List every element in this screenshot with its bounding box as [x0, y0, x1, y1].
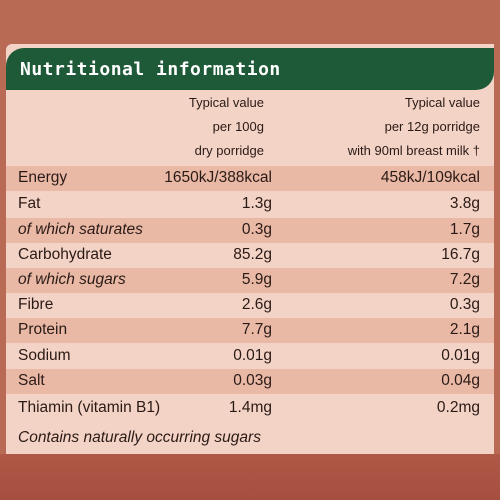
row-label: of which saturates: [18, 221, 143, 238]
value-per-100g: 0.3g: [241, 221, 272, 238]
table-row-salt: Salt 0.03g 0.04g: [6, 369, 494, 394]
value-per-100g: 0.01g: [233, 347, 272, 364]
footer-text: Contains naturally occurring sugars: [18, 429, 261, 446]
column-header-line: per 100g: [212, 119, 264, 134]
table-row-fibre: Fibre 2.6g 0.3g: [6, 293, 494, 318]
row-label: of which sugars: [18, 271, 126, 288]
row-label: Fibre: [18, 296, 54, 313]
package-edge: [0, 454, 500, 500]
row-label: Carbohydrate: [18, 246, 112, 263]
value-per-100g: 85.2g: [233, 246, 272, 263]
value-per-100g: 7.7g: [241, 321, 272, 338]
table-row-energy: Energy 1650kJ/388kcal 458kJ/109kcal: [6, 166, 494, 191]
value-per-serving: 2.1g: [449, 321, 480, 338]
value-per-serving: 0.3g: [449, 296, 480, 313]
panel-title: Nutritional information: [20, 58, 281, 80]
row-label: Fat: [18, 195, 41, 212]
row-label: Sodium: [18, 347, 71, 364]
value-per-serving: 0.01g: [441, 347, 480, 364]
table-row-sugars: of which sugars 5.9g 7.2g: [6, 268, 494, 293]
column-header-line: per 12g porridge: [384, 119, 480, 134]
value-per-serving: 16.7g: [441, 246, 480, 263]
row-label: Protein: [18, 321, 68, 338]
table-row-sodium: Sodium 0.01g 0.01g: [6, 344, 494, 369]
row-label: Energy: [18, 169, 68, 186]
value-per-100g: 1650kJ/388kcal: [164, 169, 272, 186]
table-row-saturates: of which saturates 0.3g 1.7g: [6, 218, 494, 243]
value-per-100g: 1.4mg: [228, 399, 272, 416]
table-row-carbohydrate: Carbohydrate 85.2g 16.7g: [6, 243, 494, 268]
column-header-line: dry porridge: [194, 143, 264, 158]
value-per-serving: 458kJ/109kcal: [380, 169, 480, 186]
value-per-serving: 0.04g: [441, 372, 480, 389]
row-label: Thiamin (vitamin B1): [18, 399, 161, 416]
value-per-100g: 0.03g: [233, 372, 272, 389]
header-bar: Nutritional information: [6, 48, 494, 90]
column-header-line: with 90ml breast milk †: [347, 143, 480, 158]
table-row-protein: Protein 7.7g 2.1g: [6, 318, 494, 343]
value-per-serving: 0.2mg: [436, 399, 480, 416]
column-header-per-serving: Typical value per 12g porridge with 90ml…: [348, 91, 480, 163]
column-header-line: Typical value: [404, 95, 480, 110]
footer-note: Contains naturally occurring sugars: [6, 426, 494, 451]
value-per-serving: 7.2g: [449, 271, 480, 288]
value-per-100g: 1.3g: [241, 195, 272, 212]
table-row-thiamin: Thiamin (vitamin B1) 1.4mg 0.2mg: [6, 396, 494, 421]
row-label: Salt: [18, 372, 45, 389]
value-per-100g: 5.9g: [241, 271, 272, 288]
column-header-line: Typical value: [188, 95, 264, 110]
value-per-100g: 2.6g: [241, 296, 272, 313]
value-per-serving: 1.7g: [449, 221, 480, 238]
table-row-fat: Fat 1.3g 3.8g: [6, 192, 494, 217]
value-per-serving: 3.8g: [449, 195, 480, 212]
column-header-per-100g: Typical value per 100g dry porridge: [189, 91, 264, 163]
